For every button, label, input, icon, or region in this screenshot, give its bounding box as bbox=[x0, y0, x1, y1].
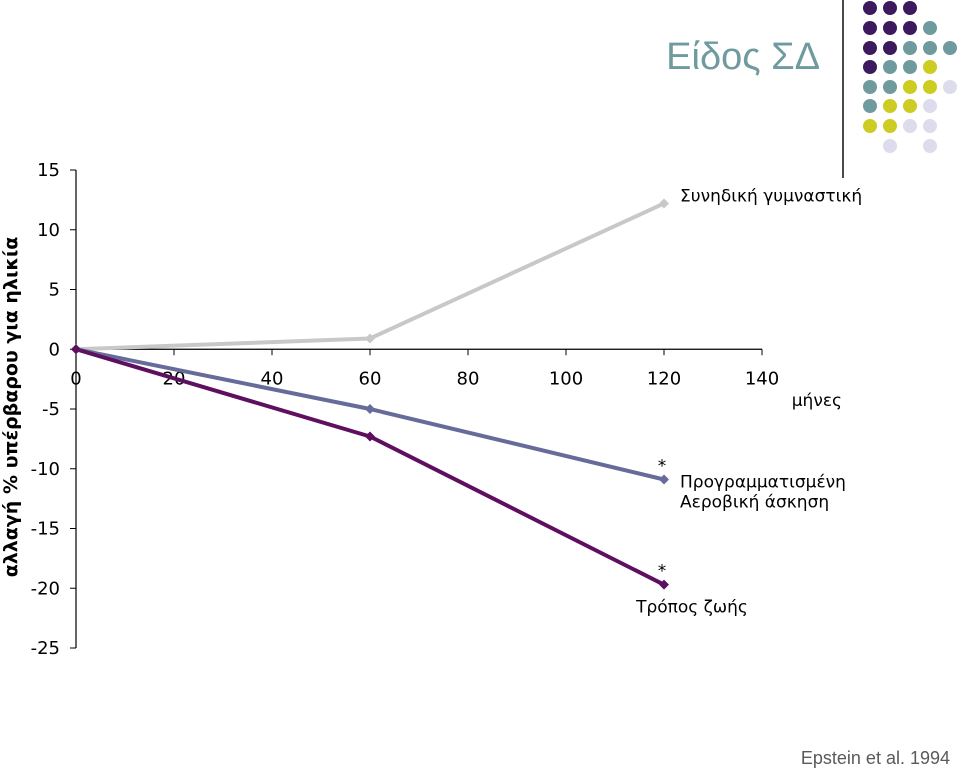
x-tick-label: 140 bbox=[745, 368, 779, 389]
x-tick-label: 100 bbox=[549, 368, 583, 389]
y-tick-label: -15 bbox=[31, 519, 60, 540]
series-label: Προγραμματισμένη Αεροβική άσκηση bbox=[680, 473, 846, 513]
series-label: Συνηδική γυμναστική bbox=[680, 186, 862, 206]
series-labels: Συνηδική γυμναστική * Προγραμματισμένη Αερο… bbox=[635, 186, 862, 617]
y-tick-label: -20 bbox=[31, 578, 60, 599]
series-point-0 bbox=[365, 333, 375, 344]
y-tick-label: -25 bbox=[31, 638, 60, 659]
x-tick-label: 120 bbox=[647, 368, 681, 389]
x-tick-label: 0 bbox=[70, 368, 81, 389]
series-lines bbox=[75, 201, 665, 587]
series-point-1 bbox=[365, 404, 375, 414]
y-tick-label: 0 bbox=[49, 339, 60, 360]
citation: Epstein et al. 1994 bbox=[800, 748, 950, 768]
title-divider bbox=[842, 0, 844, 178]
series-point-2 bbox=[659, 579, 669, 590]
series-markers bbox=[71, 198, 669, 590]
x-tick-label: 80 bbox=[457, 368, 480, 389]
y-tick-label: -10 bbox=[31, 459, 60, 480]
y-tick-label: 15 bbox=[37, 160, 60, 181]
slide-title: Είδος ΣΔ bbox=[666, 36, 820, 78]
significance-asterisk: * bbox=[658, 562, 667, 582]
x-tick-label: 40 bbox=[261, 368, 284, 389]
series-point-2 bbox=[365, 431, 375, 442]
series-line-0 bbox=[75, 201, 665, 352]
series-point-0 bbox=[659, 198, 669, 209]
y-tick-label: 5 bbox=[49, 280, 60, 301]
significance-asterisk: * bbox=[658, 457, 667, 477]
y-tick-label: -5 bbox=[42, 399, 60, 420]
series-label: Τρόπος ζωής bbox=[635, 598, 748, 618]
y-tick-label: 10 bbox=[37, 220, 60, 241]
y-axis-title: αλλαγή % υπέρβαρου για ηλικία bbox=[0, 237, 22, 578]
series-point-1 bbox=[659, 474, 669, 485]
x-tick-label: 60 bbox=[359, 368, 382, 389]
x-axis-title: μήνες bbox=[792, 391, 842, 411]
series-point-2 bbox=[71, 344, 81, 355]
